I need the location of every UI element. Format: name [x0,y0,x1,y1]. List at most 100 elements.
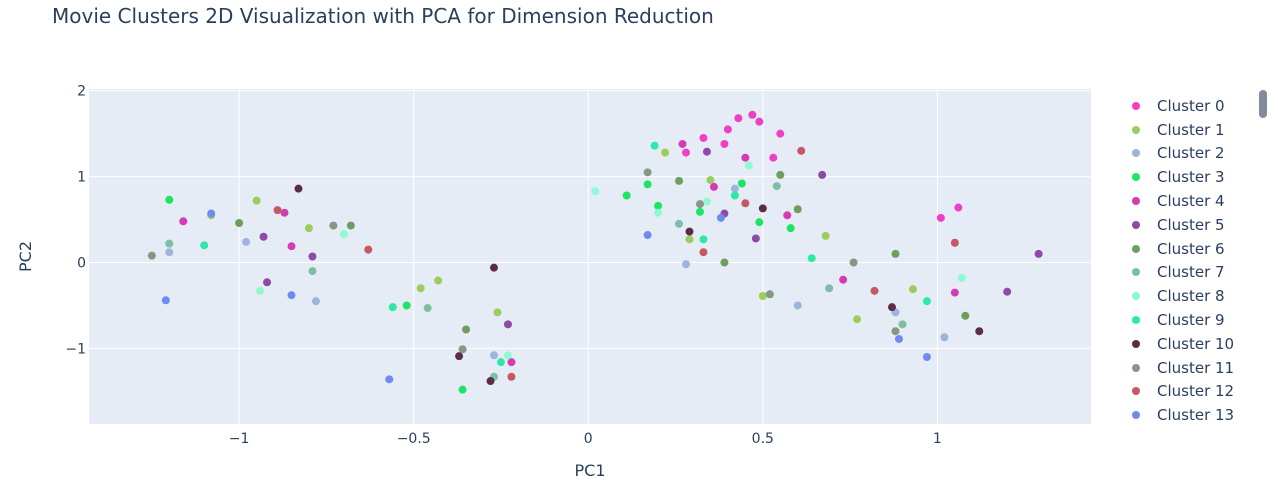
data-point[interactable] [643,180,652,189]
data-point[interactable] [936,213,945,222]
data-point[interactable] [849,258,858,267]
data-point[interactable] [591,187,600,196]
data-point[interactable] [235,219,244,227]
data-point[interactable] [503,320,512,329]
data-point[interactable] [891,327,900,336]
data-point[interactable] [308,267,317,276]
data-point[interactable] [702,197,711,206]
data-point[interactable] [308,252,317,261]
data-point[interactable] [755,218,764,227]
data-point[interactable] [821,231,830,240]
data-point[interactable] [699,133,708,142]
data-point[interactable] [685,235,694,244]
legend-item-cluster-13[interactable]: Cluster 13 [1128,403,1258,427]
data-point[interactable] [793,301,802,310]
data-point[interactable] [706,176,715,185]
legend-item-cluster-4[interactable]: Cluster 4 [1128,189,1258,213]
data-point[interactable] [489,263,498,272]
data-point[interactable] [643,168,652,177]
data-point[interactable] [287,291,296,300]
data-point[interactable] [730,184,739,193]
data-point[interactable] [748,110,757,119]
data-point[interactable] [950,238,959,247]
data-point[interactable] [797,146,806,155]
data-point[interactable] [259,232,268,241]
legend-item-cluster-1[interactable]: Cluster 1 [1128,118,1258,142]
data-point[interactable] [207,209,216,218]
data-point[interactable] [179,217,188,226]
data-point[interactable] [1034,249,1043,258]
data-point[interactable] [922,353,931,361]
data-point[interactable] [294,184,303,193]
data-point[interactable] [675,176,684,185]
legend-item-cluster-7[interactable]: Cluster 7 [1128,261,1258,285]
legend-item-cluster-6[interactable]: Cluster 6 [1128,237,1258,261]
data-point[interactable] [675,219,684,228]
data-point[interactable] [311,297,320,306]
data-point[interactable] [455,352,464,361]
legend-item-cluster-12[interactable]: Cluster 12 [1128,380,1258,404]
data-point[interactable] [940,333,949,342]
data-point[interactable] [699,235,708,244]
legend-item-cluster-3[interactable]: Cluster 3 [1128,165,1258,189]
data-point[interactable] [769,153,778,162]
data-point[interactable] [720,139,729,148]
data-point[interactable] [723,125,732,134]
data-point[interactable] [776,170,785,179]
data-point[interactable] [503,351,512,360]
data-point[interactable] [825,284,834,293]
data-point[interactable] [329,221,338,230]
data-point[interactable] [793,205,802,214]
data-point[interactable] [364,245,373,254]
data-point[interactable] [922,297,931,306]
data-point[interactable] [783,211,792,220]
data-point[interactable] [507,358,516,367]
data-point[interactable] [287,242,296,251]
data-point[interactable] [273,206,282,215]
data-point[interactable] [961,311,970,320]
data-point[interactable] [165,195,174,204]
legend-item-cluster-5[interactable]: Cluster 5 [1128,213,1258,237]
data-point[interactable] [758,204,767,213]
data-point[interactable] [776,129,785,138]
data-point[interactable] [695,207,704,216]
data-point[interactable] [339,230,348,239]
data-point[interactable] [388,303,397,312]
data-point[interactable] [730,191,739,200]
data-point[interactable] [161,296,170,305]
data-point[interactable] [661,148,670,157]
data-point[interactable] [416,284,425,293]
data-point[interactable] [741,153,750,162]
data-point[interactable] [507,372,516,381]
data-point[interactable] [950,288,959,297]
data-point[interactable] [898,320,907,329]
data-point[interactable] [975,327,984,336]
data-point[interactable] [643,231,652,240]
data-point[interactable] [709,182,718,191]
data-point[interactable] [423,304,432,313]
data-point[interactable] [695,200,704,209]
data-point[interactable] [654,201,663,210]
data-point[interactable] [734,114,743,123]
data-point[interactable] [462,325,471,334]
data-point[interactable] [678,139,687,148]
data-point[interactable] [720,258,729,267]
data-point[interactable] [741,199,750,208]
data-point[interactable] [486,377,495,386]
legend-scrollbar[interactable] [1259,90,1267,118]
data-point[interactable] [870,286,879,295]
data-point[interactable] [908,285,917,294]
data-point[interactable] [755,117,764,126]
data-point[interactable] [147,251,156,260]
data-point[interactable] [496,358,505,367]
data-point[interactable] [252,196,261,205]
data-point[interactable] [458,385,467,394]
legend-item-cluster-2[interactable]: Cluster 2 [1128,142,1258,166]
data-point[interactable] [702,147,711,156]
data-point[interactable] [786,224,795,233]
legend-item-cluster-11[interactable]: Cluster 11 [1128,356,1258,380]
data-point[interactable] [957,273,966,282]
legend-item-cluster-9[interactable]: Cluster 9 [1128,308,1258,332]
legend-item-cluster-0[interactable]: Cluster 0 [1128,94,1258,118]
data-point[interactable] [385,375,394,384]
